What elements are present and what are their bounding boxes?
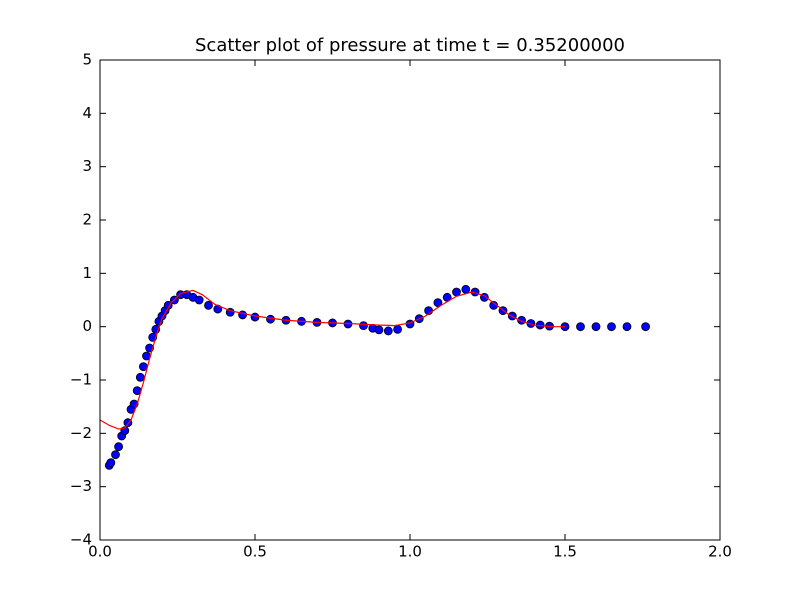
y-tick-label: −1 [70, 371, 92, 389]
point [374, 325, 384, 335]
point [591, 322, 601, 332]
point [106, 458, 116, 468]
chart-title: Scatter plot of pressure at time t = 0.3… [195, 35, 625, 56]
point [607, 322, 616, 332]
point [250, 312, 260, 322]
point [452, 287, 461, 297]
y-tick-label: −3 [70, 477, 92, 495]
point [359, 321, 368, 331]
point [576, 322, 585, 332]
point [266, 314, 275, 324]
line [99, 289, 565, 430]
point [204, 300, 213, 310]
point [622, 322, 632, 332]
point [383, 326, 393, 336]
point [393, 324, 403, 334]
point [163, 300, 173, 310]
x-tick-label: 1.0 [398, 543, 422, 561]
y-tick-label: −2 [70, 424, 92, 442]
point [461, 284, 471, 294]
y-tick-label: 4 [82, 104, 92, 122]
x-tick-label: 0.5 [243, 543, 267, 561]
point [433, 298, 443, 308]
point [111, 450, 120, 460]
plot-frame [99, 59, 721, 541]
point [135, 372, 145, 382]
y-tick-label: 5 [82, 51, 92, 69]
y-tick-label: 2 [82, 211, 92, 229]
x-tick-label: 1.5 [553, 543, 577, 561]
x-tick-label: 2.0 [708, 543, 732, 561]
y-tick-label: 0 [82, 317, 92, 335]
y-tick-label: 1 [82, 264, 92, 282]
y-tick-label: 3 [82, 157, 92, 175]
x-tick-label: 0.0 [88, 543, 112, 561]
point [194, 295, 204, 305]
y-tick-label: −4 [70, 531, 92, 549]
point [114, 442, 123, 452]
point [641, 322, 650, 332]
